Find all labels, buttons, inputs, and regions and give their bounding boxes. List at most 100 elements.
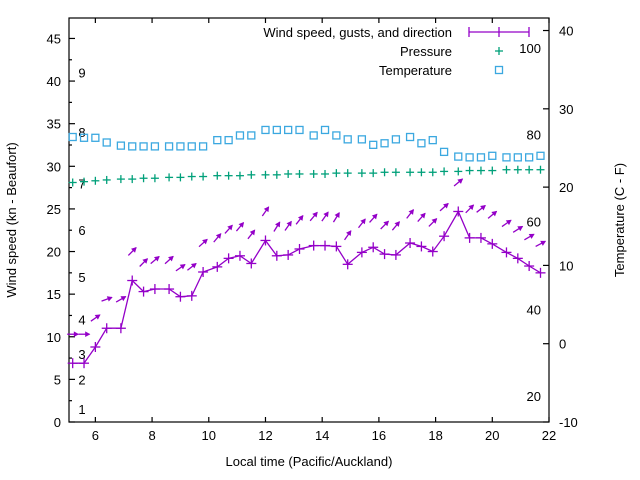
- temperature-point: [513, 153, 522, 162]
- temperature-point: [91, 133, 100, 142]
- y2-tick-label: 30: [559, 102, 573, 117]
- temperature-point: [380, 139, 389, 148]
- beaufort-label: 5: [78, 270, 85, 285]
- temperature-point: [405, 132, 415, 142]
- temperature-point: [320, 125, 330, 135]
- legend-label: Pressure: [400, 44, 452, 59]
- y-tick-label: 35: [47, 117, 61, 132]
- y-axis-ticks: 0 5 10 15 20 25 30 35 40 45: [47, 31, 75, 430]
- wind-direction-arrow: [439, 202, 449, 212]
- wind-direction-arrow: [512, 225, 524, 233]
- wind-direction-arrow: [524, 233, 535, 241]
- wind-direction-arrow: [224, 224, 233, 234]
- fahrenheit-label: 40: [527, 302, 541, 317]
- plot-border: [68, 17, 550, 423]
- fahrenheit-scale-labels: 20 40 60 80 100: [519, 41, 541, 404]
- temperature-point: [369, 140, 378, 149]
- temperature-point: [164, 142, 174, 151]
- temperature-point: [536, 151, 545, 160]
- beaufort-label: 9: [78, 66, 85, 81]
- temperature-point: [309, 131, 318, 140]
- wind-direction-arrow: [309, 211, 318, 222]
- series-wind-speed: [67, 178, 547, 369]
- legend-label: Wind speed, gusts, and direction: [263, 25, 452, 40]
- beaufort-label: 6: [78, 223, 85, 238]
- wind-direction-arrow: [321, 211, 329, 222]
- x-tick-label: 14: [315, 428, 329, 443]
- y2-axis-ticks: -10 0 10 20 30 40: [543, 24, 578, 430]
- wind-direction-arrow: [273, 221, 281, 232]
- wind-direction-arrow: [501, 219, 512, 228]
- temperature-point: [272, 125, 281, 135]
- y2-axis-title: Temperature (C - F): [612, 163, 627, 277]
- x-tick-label: 12: [258, 428, 272, 443]
- temperature-point: [79, 133, 89, 142]
- x-tick-label: 18: [428, 428, 442, 443]
- wind-direction-arrow: [391, 221, 400, 231]
- temperature-point: [261, 125, 270, 135]
- temperature-point: [102, 138, 111, 147]
- beaufort-scale-labels: 1 2 3 4 5 6 7 8 9: [78, 66, 85, 418]
- wind-direction-arrow: [428, 218, 438, 227]
- wind-direction-arrow: [380, 220, 390, 230]
- series-pressure: [68, 165, 545, 187]
- temperature-point: [198, 142, 208, 151]
- wind-direction-arrow: [535, 240, 547, 248]
- wind-direction-arrow: [115, 295, 127, 303]
- wind-direction-arrow: [284, 220, 292, 231]
- chart-legend: Wind speed, gusts, and direction Pressure…: [263, 25, 530, 78]
- y-tick-label: 20: [47, 245, 61, 260]
- x-axis-title: Local time (Pacific/Auckland): [226, 454, 393, 469]
- wind-speed-line: [72, 210, 541, 364]
- temperature-point: [439, 147, 449, 157]
- wind-direction-arrow: [235, 221, 245, 232]
- temperature-point: [417, 139, 426, 148]
- wind-direction-arrow: [332, 212, 340, 223]
- wind-direction-arrow: [344, 230, 352, 241]
- beaufort-label: 4: [78, 313, 85, 328]
- y-tick-label: 25: [47, 202, 61, 217]
- wind-direction-arrow: [139, 258, 149, 267]
- wind-direction-arrow: [78, 331, 91, 338]
- wind-direction-arrow: [187, 262, 197, 271]
- wind-direction-arrow: [67, 331, 80, 338]
- temperature-point: [428, 135, 437, 145]
- temperature-point: [139, 142, 148, 151]
- temperature-point: [224, 135, 233, 145]
- fahrenheit-label: 100: [519, 41, 541, 56]
- beaufort-label: 1: [78, 402, 85, 417]
- wind-direction-arrow: [465, 204, 475, 214]
- temperature-point: [391, 135, 401, 144]
- temperature-point: [488, 151, 497, 160]
- temperature-point: [187, 142, 196, 151]
- y-tick-label: 45: [47, 31, 61, 46]
- wind-direction-arrow: [369, 213, 378, 223]
- wind-direction-arrow: [175, 264, 186, 272]
- temperature-point: [343, 135, 352, 144]
- temperature-point: [476, 153, 486, 162]
- temperature-point: [502, 153, 511, 162]
- temperature-point: [235, 131, 245, 140]
- wind-direction-arrow: [247, 229, 256, 240]
- wind-direction-arrow: [417, 212, 426, 222]
- fahrenheit-label: 80: [527, 128, 541, 143]
- wind-direction-arrow: [198, 238, 208, 248]
- temperature-point: [295, 125, 304, 135]
- x-axis-ticks: 6 8 10 12 14 16 18 20 22: [92, 18, 556, 443]
- beaufort-label: 8: [78, 125, 85, 140]
- temperature-point: [247, 131, 256, 140]
- wind-direction-arrow: [476, 205, 486, 213]
- wind-direction-arrow: [213, 233, 222, 243]
- temperature-point: [213, 135, 222, 145]
- wind-direction-arrow: [453, 178, 464, 187]
- beaufort-label: 2: [78, 372, 85, 387]
- y2-tick-label: -10: [559, 415, 578, 430]
- y-tick-label: 0: [54, 415, 61, 430]
- legend-label: Temperature: [379, 63, 452, 78]
- wind-direction-arrow: [487, 210, 498, 219]
- y-axis-title: Wind speed (kn - Beaufort): [4, 142, 19, 297]
- temperature-point: [357, 135, 367, 144]
- wind-direction-arrow: [127, 247, 137, 256]
